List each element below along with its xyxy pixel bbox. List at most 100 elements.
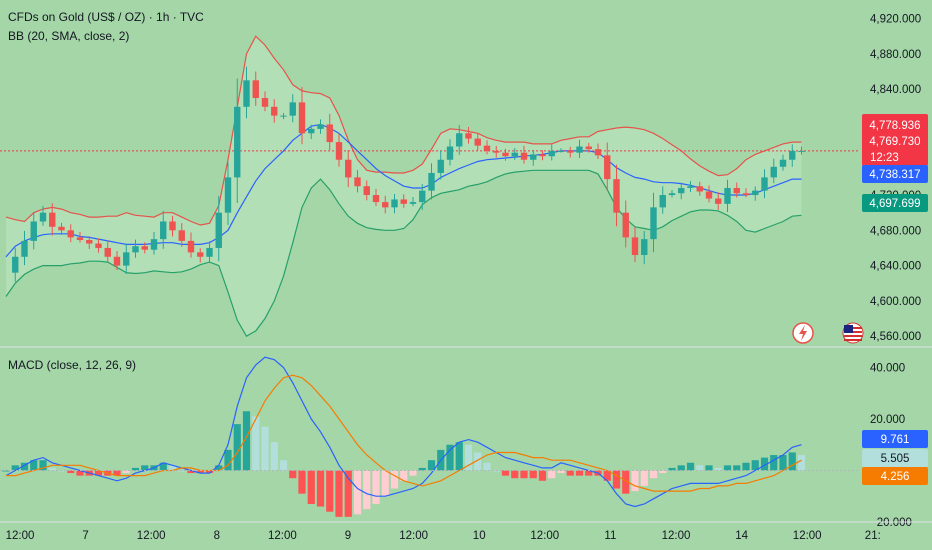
macd-histogram: [2, 411, 806, 517]
us-flag-icon[interactable]: [842, 322, 864, 344]
candle-body: [511, 152, 518, 157]
candle-body: [456, 133, 463, 147]
price-tick-label: 4,880.000: [870, 49, 921, 61]
macd-histogram-bar: [585, 470, 593, 476]
macd-tag: 9.761: [862, 430, 928, 448]
candle-body: [659, 195, 666, 208]
macd-tag-bg: [862, 430, 928, 448]
macd-histogram-bar: [668, 467, 676, 471]
hist-tag: 5.505: [862, 449, 928, 467]
hist-tag-bg: [862, 449, 928, 467]
macd-histogram-bar: [242, 411, 251, 471]
candle-body: [271, 106, 278, 116]
macd-histogram-bar: [67, 470, 75, 474]
macd-histogram-bar: [797, 455, 806, 471]
candle-body: [49, 212, 56, 227]
time-axis[interactable]: 12:00 7 12:00 8 12:00 9 12:00 10 12:00 11 12:00 14 1…: [6, 530, 881, 542]
price-pane[interactable]: [0, 35, 858, 338]
price-tick-label: 4,920.000: [870, 14, 921, 26]
price-tag-current: 4,778.936 4,769.730 12:23: [862, 114, 928, 166]
time-tick-label: 12:00: [399, 530, 428, 542]
candle-body: [141, 246, 148, 250]
macd-histogram-bar: [677, 465, 685, 471]
candle-body: [261, 97, 269, 107]
bb-indicator-label[interactable]: BB (20, SMA, close, 2): [8, 29, 129, 43]
candle-body: [493, 150, 500, 153]
candle-body: [687, 186, 694, 188]
candle-body: [779, 159, 787, 167]
candle-body: [465, 133, 472, 139]
candle-body: [345, 159, 352, 178]
candle-body: [308, 128, 315, 134]
time-tick-label: 9: [345, 530, 351, 542]
lightning-icon[interactable]: [792, 322, 814, 344]
time-tick-label: 12:00: [530, 530, 559, 542]
price-tick-label: 4,680.000: [870, 225, 921, 237]
macd-histogram-bar: [344, 470, 352, 517]
us-flag-stripe: [844, 335, 862, 337]
candle-body: [761, 177, 768, 191]
macd-histogram-bar: [631, 470, 639, 492]
bollinger-basis-line: [5, 123, 802, 258]
macd-histogram-bar: [307, 470, 315, 504]
macd-histogram-bar: [464, 444, 473, 471]
candle-body: [206, 247, 213, 257]
candle-body: [641, 239, 648, 256]
macd-histogram-bar: [770, 455, 778, 471]
bollinger-lower-line: [5, 169, 802, 338]
macd-histogram-bar: [603, 470, 611, 481]
candle-body: [363, 186, 370, 196]
macd-histogram-bar: [659, 470, 667, 474]
time-tick-label: 12:00: [137, 530, 166, 542]
macd-histogram-bar: [455, 442, 463, 471]
macd-histogram-bar: [141, 465, 149, 471]
candle-body: [95, 243, 102, 248]
macd-histogram-bar: [224, 449, 232, 471]
lightning-icon-bolt: [799, 325, 807, 341]
candle-body: [650, 207, 657, 240]
candle-body: [539, 154, 546, 157]
macd-indicator-label[interactable]: MACD (close, 12, 26, 9): [8, 358, 136, 372]
price-tag-current-text: 4,778.936: [869, 120, 920, 132]
macd-axis[interactable]: 40.000 20.000 −20.000: [870, 362, 912, 529]
macd-histogram-bar: [326, 470, 334, 512]
macd-histogram-bar: [705, 465, 713, 471]
signal-tag: 4.256: [862, 467, 928, 485]
macd-histogram-bar: [446, 444, 454, 471]
macd-histogram-bar: [270, 442, 278, 471]
signal-tag-text: 4.256: [881, 471, 910, 483]
candle-body: [335, 142, 343, 160]
macd-histogram-bar: [168, 465, 177, 471]
macd-tick-label: 40.000: [870, 362, 905, 374]
candle-body: [298, 102, 306, 134]
macd-histogram-bar: [131, 467, 140, 471]
candle-body: [724, 187, 731, 204]
candle-body: [21, 240, 28, 257]
time-tick-label: 12:00: [662, 530, 691, 542]
candle-body: [243, 80, 250, 107]
macd-histogram-bar: [159, 462, 167, 471]
macd-histogram-bar: [742, 462, 750, 471]
macd-histogram-bar: [649, 470, 658, 479]
macd-histogram-bar: [427, 460, 436, 471]
macd-histogram-bar: [187, 470, 195, 474]
candle-body: [104, 247, 111, 257]
countdown-text: 12:23: [870, 152, 899, 164]
candle-body: [132, 246, 139, 253]
candle-body: [12, 256, 19, 273]
signal-tag-bg: [862, 467, 928, 485]
candle-body: [520, 152, 528, 160]
macd-histogram-bar: [409, 470, 417, 476]
candle-body: [705, 191, 713, 199]
macd-histogram-bar: [196, 470, 204, 474]
macd-histogram-bar: [779, 455, 787, 471]
symbol-title[interactable]: CFDs on Gold (US$ / OZ) · 1h · TVC: [8, 10, 204, 24]
time-tick-label: 21:: [865, 530, 881, 542]
time-tick-label: 11: [604, 530, 616, 542]
price-tick-label: 4,840.000: [870, 84, 921, 96]
candle-body: [502, 152, 509, 157]
macd-pane[interactable]: [0, 356, 858, 517]
price-tag-bb-lower-text: 4,697.699: [869, 198, 920, 210]
candle-body: [752, 190, 759, 196]
